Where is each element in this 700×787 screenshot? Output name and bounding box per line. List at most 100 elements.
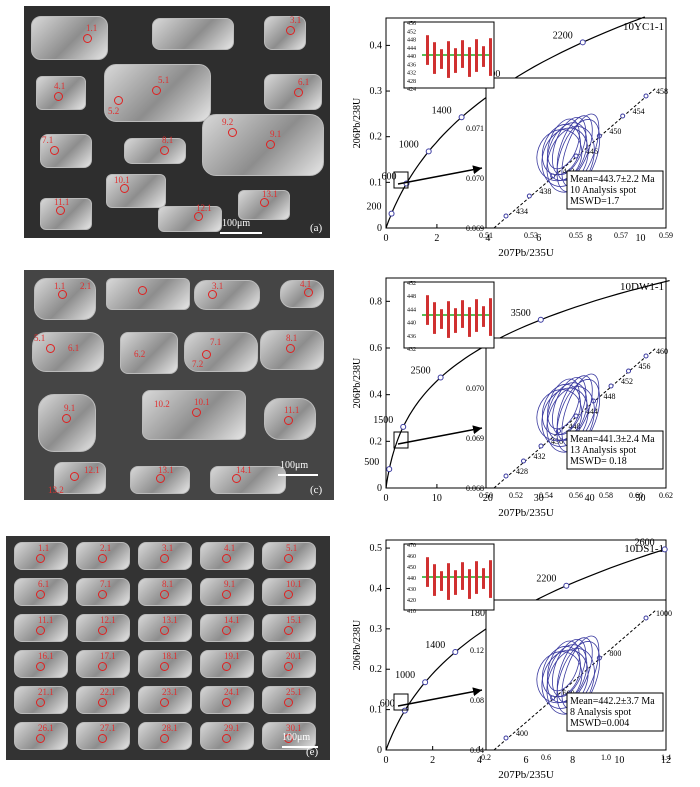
spot-label: 11.1 xyxy=(284,405,300,415)
age-label: 2500 xyxy=(411,365,431,376)
sample-name: 10YC1-1 xyxy=(623,21,664,33)
y-tick-label: 0 xyxy=(377,745,382,756)
analysis-count-text: 10 Analysis spot xyxy=(570,185,636,196)
age-bar xyxy=(489,560,492,598)
concordia-curve xyxy=(385,16,646,229)
age-bar xyxy=(426,295,429,325)
inset-y-tick-label: 0.069 xyxy=(466,224,484,233)
inset-age-marker xyxy=(521,458,526,464)
bar-tick-label: 452 xyxy=(407,29,416,35)
scale-bar-label: 100μm xyxy=(222,218,251,229)
age-bar xyxy=(461,300,464,328)
spot-label: 12.1 xyxy=(196,203,212,213)
error-ellipse xyxy=(536,389,583,442)
age-label: 500 xyxy=(364,457,379,468)
age-bar xyxy=(475,39,478,72)
x-tick-label: 8 xyxy=(570,755,575,766)
inset-x-tick-label: 0.50 xyxy=(479,491,493,500)
zircon-grain xyxy=(40,198,92,230)
spot-label: 11.1 xyxy=(38,615,54,625)
error-ellipse xyxy=(552,116,587,175)
analysis-spot xyxy=(160,662,169,671)
analysis-spot xyxy=(36,734,45,743)
age-marker xyxy=(401,707,408,714)
y-tick-label: 0.4 xyxy=(370,40,383,51)
age-marker xyxy=(579,39,586,46)
inset-age-marker xyxy=(503,735,509,741)
spot-label: 27.1 xyxy=(100,723,116,733)
spot-label: 24.1 xyxy=(224,687,240,697)
spot-label: 3.1 xyxy=(162,543,174,553)
age-bar xyxy=(433,302,436,334)
age-bar xyxy=(489,38,492,76)
spot-label: 7.1 xyxy=(100,579,112,589)
analysis-spot xyxy=(284,626,293,635)
bar-tick-label: 448 xyxy=(407,38,416,44)
inset-age-label: 800 xyxy=(609,649,621,658)
inset-x-tick-label: 0.55 xyxy=(569,231,583,240)
spot-label: 1.1 xyxy=(86,23,98,33)
error-ellipse xyxy=(541,383,581,436)
spot-label: 8.1 xyxy=(162,579,174,589)
inset-age-label: 452 xyxy=(621,377,633,386)
inset-age-label: 444 xyxy=(586,407,598,416)
analysis-spot xyxy=(98,662,107,671)
concordia-chart-d: 0 10 20 30 40 5000.20.40.60.8207Pb/235U206Pb/… xyxy=(352,277,673,519)
age-bar xyxy=(447,563,450,600)
mswd-text: MSWD=0.004 xyxy=(570,718,629,729)
analysis-spot xyxy=(98,626,107,635)
x-tick-label: 6 xyxy=(524,755,529,766)
zircon-grain xyxy=(262,542,316,570)
analysis-spot xyxy=(222,734,231,743)
spot-label: 5.1 xyxy=(158,75,170,85)
inset-age-marker xyxy=(503,213,509,219)
y-tick-label: 0.2 xyxy=(370,132,383,143)
spot-label: 2.1 xyxy=(80,281,92,291)
y-tick-label: 0.2 xyxy=(370,664,383,675)
analysis-spot xyxy=(222,662,231,671)
analysis-spot xyxy=(98,698,107,707)
analysis-spot xyxy=(54,92,63,101)
inset-x-tick-label: 0.57 xyxy=(614,231,628,240)
zircon-grain xyxy=(14,722,68,750)
analysis-spot xyxy=(62,414,71,423)
concordia-curve xyxy=(385,280,670,489)
spot-label: 3.1 xyxy=(290,15,302,25)
inset-age-label: 454 xyxy=(633,107,645,116)
analysis-spot xyxy=(284,590,293,599)
age-marker xyxy=(437,374,444,381)
spot-label: 9.2 xyxy=(222,117,234,127)
error-ellipse xyxy=(556,119,601,193)
x-tick-label: 0 xyxy=(384,233,389,244)
age-bar xyxy=(468,307,471,337)
spot-label: 12.1 xyxy=(100,615,116,625)
analysis-spot xyxy=(156,474,165,483)
zoom-arrow xyxy=(397,165,483,185)
analysis-spot xyxy=(138,286,147,295)
bar-tick-label: 444 xyxy=(407,307,416,313)
spot-label: 15.1 xyxy=(286,615,302,625)
age-label: 2600 xyxy=(635,537,655,548)
spot-label: 6.1 xyxy=(38,579,50,589)
inset-age-label: 1000 xyxy=(656,609,672,618)
analysis-spot xyxy=(50,146,59,155)
analysis-count-text: 13 Analysis spot xyxy=(570,445,636,456)
analysis-spot xyxy=(120,184,129,193)
scale-bar-label: 100μm xyxy=(280,460,309,471)
bar-tick-label: 470 xyxy=(407,543,416,549)
age-bar xyxy=(440,309,443,329)
analysis-spot xyxy=(304,288,313,297)
age-label: 3500 xyxy=(511,308,531,319)
error-ellipse xyxy=(552,376,587,435)
analysis-spot xyxy=(222,554,231,563)
analysis-spot xyxy=(208,290,217,299)
inset-x-tick-label: 0.60 xyxy=(629,491,643,500)
mean-box xyxy=(566,170,664,210)
inset-x-tick-label: 0.56 xyxy=(569,491,583,500)
inset-age-label: 400 xyxy=(516,729,528,738)
concordia-chart-f: 0 2 4 6 8 10 12 0 0.1 0.2 0.3 0.4 0.5 207Pb/235U 206Pb… xyxy=(352,537,672,781)
spot-label: 29.1 xyxy=(224,723,240,733)
age-bar xyxy=(447,41,450,78)
zircon-grain xyxy=(202,114,324,176)
analysis-spot xyxy=(284,416,293,425)
